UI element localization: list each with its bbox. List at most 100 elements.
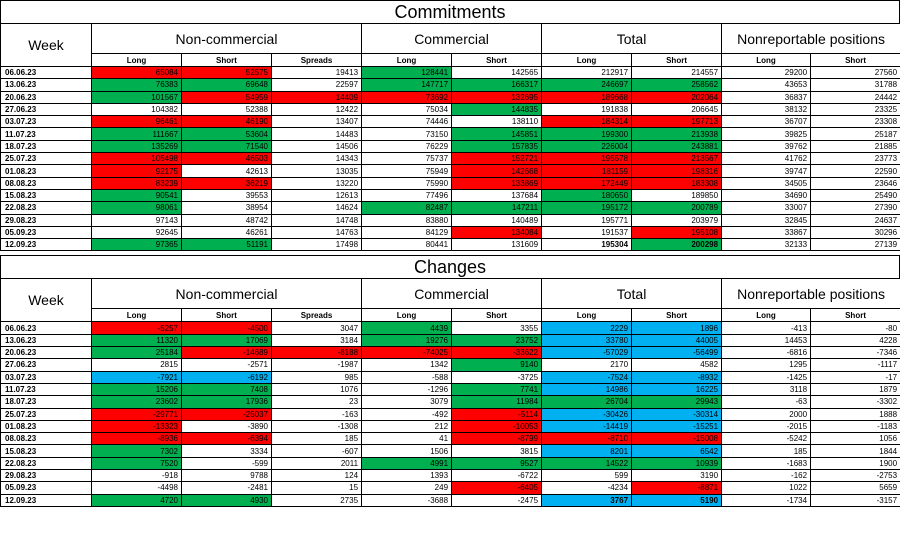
value-cell: 24442 <box>810 90 900 104</box>
week-cell: 13.06.23 <box>0 333 92 348</box>
table-row: 22.08.23 7520 -599 2011 4991 9527 14522 10939 -1… <box>0 456 900 471</box>
value-cell: 39762 <box>721 139 812 154</box>
value-cell: 75949 <box>361 164 453 178</box>
week-cell: 20.06.23 <box>0 346 92 360</box>
week-cell: 22.08.23 <box>0 456 92 471</box>
value-cell: 32133 <box>721 238 812 252</box>
week-cell: 12.09.23 <box>0 238 92 252</box>
value-cell: -7524 <box>541 370 633 384</box>
value-cell: -63 <box>721 395 812 409</box>
week-cell: 11.07.23 <box>0 127 92 141</box>
value-cell: 83239 <box>91 176 182 190</box>
commitments-title: Commitments <box>0 0 900 23</box>
value-cell: 1056 <box>810 432 900 446</box>
value-cell: 142668 <box>451 164 543 178</box>
value-cell: 80441 <box>361 238 453 252</box>
value-cell: 246697 <box>541 78 633 92</box>
table-row: 03.07.23 -7921 -6192 985 -588 -3725 -7524 -8932… <box>0 370 900 384</box>
value-cell: 36219 <box>181 176 272 190</box>
value-cell: 39747 <box>721 164 812 178</box>
value-cell: 1076 <box>270 382 363 397</box>
value-cell: 191838 <box>541 102 633 117</box>
value-cell: 31788 <box>810 78 900 92</box>
value-cell: 32845 <box>721 213 812 227</box>
value-cell: 34690 <box>721 188 812 203</box>
value-cell: -14419 <box>541 419 633 434</box>
subheader-long: Long <box>721 308 812 323</box>
value-cell: -57029 <box>541 346 633 360</box>
value-cell: 145851 <box>451 127 543 141</box>
week-cell: 08.08.23 <box>0 432 92 446</box>
value-cell: 142565 <box>451 65 543 80</box>
table-row: 29.08.23 -918 9788 124 1393 -6722 599 3190 -162-… <box>0 469 900 483</box>
value-cell: 183308 <box>631 176 723 190</box>
value-cell: 3767 <box>541 493 633 507</box>
table-row: 06.06.23 65084 52575 19413 128441 142565 21291… <box>0 65 900 80</box>
value-cell: -80 <box>810 321 900 335</box>
value-cell: 1879 <box>810 382 900 397</box>
value-cell: 9527 <box>451 456 543 471</box>
value-cell: -3725 <box>451 370 543 384</box>
value-cell: 1393 <box>361 469 453 483</box>
table-row: 05.09.23 -4498 -2481 15 249 -6405 -4234 -8871 10… <box>0 481 900 495</box>
value-cell: 15206 <box>91 382 182 397</box>
value-cell: 77496 <box>361 188 453 203</box>
value-cell: 25187 <box>810 127 900 141</box>
subheader-short: Short <box>181 53 272 67</box>
week-cell: 03.07.23 <box>0 370 92 384</box>
value-cell: 124 <box>270 469 363 483</box>
table-row: 20.06.23 25184 -14689 -8188 -74025 -33622 -570… <box>0 346 900 360</box>
table-row: 06.06.23 -5257 -4500 3047 4439 3355 2229 1896 -4… <box>0 321 900 335</box>
value-cell: -492 <box>361 407 453 421</box>
value-cell: 48742 <box>181 213 272 227</box>
value-cell: -599 <box>181 456 272 471</box>
value-cell: 19276 <box>361 333 453 348</box>
table-row: 12.09.23 97365 51191 17498 80441 131609 195304… <box>0 238 900 252</box>
value-cell: 199300 <box>541 127 633 141</box>
value-cell: 185 <box>270 432 363 446</box>
value-cell: 206645 <box>631 102 723 117</box>
table-row: 13.06.23 11320 17069 3184 19276 23752 33780 440… <box>0 333 900 348</box>
value-cell: 33780 <box>541 333 633 348</box>
value-cell: 53604 <box>181 127 272 141</box>
value-cell: 195578 <box>541 152 633 166</box>
value-cell: 27560 <box>810 65 900 80</box>
table-row: 27.06.23 2815 -2571 -1987 1342 9140 2170 4582 12… <box>0 358 900 372</box>
week-cell: 27.06.23 <box>0 358 92 372</box>
value-cell: 128441 <box>361 65 453 80</box>
value-cell: 14748 <box>270 213 363 227</box>
week-cell: 05.09.23 <box>0 225 92 240</box>
value-cell: 4582 <box>631 358 723 372</box>
group-header-nonreportable: Nonreportable positions <box>721 278 900 310</box>
value-cell: 13407 <box>270 115 363 129</box>
value-cell: 3079 <box>361 395 453 409</box>
value-cell: 84129 <box>361 225 453 240</box>
value-cell: 23 <box>270 395 363 409</box>
value-cell: 2815 <box>91 358 182 372</box>
changes-section: Changes Week Non-commercial Commercial T… <box>0 255 900 507</box>
value-cell: 71540 <box>181 139 272 154</box>
group-header-noncommercial: Non-commercial <box>90 23 363 54</box>
table-row: 20.06.23 101567 54959 14409 73692 132695 18966… <box>0 90 900 104</box>
week-cell: 29.08.23 <box>0 469 92 483</box>
week-cell: 08.08.23 <box>0 176 92 190</box>
value-cell: -3688 <box>361 493 453 507</box>
value-cell: 9140 <box>451 358 543 372</box>
subheader-long: Long <box>541 53 633 67</box>
value-cell: -13323 <box>91 419 182 434</box>
value-cell: -5242 <box>721 432 812 446</box>
table-row: 29.08.23 97143 48742 14748 83880 140489 195771… <box>0 213 900 227</box>
value-cell: 138110 <box>451 115 543 129</box>
value-cell: -17 <box>810 370 900 384</box>
value-cell: -6405 <box>451 481 543 495</box>
value-cell: 82487 <box>361 201 453 215</box>
value-cell: 144835 <box>451 102 543 117</box>
value-cell: 1342 <box>361 358 453 372</box>
value-cell: -3890 <box>181 419 272 434</box>
value-cell: 213938 <box>631 127 723 141</box>
value-cell: 184314 <box>541 115 633 129</box>
week-cell: 12.09.23 <box>0 493 92 507</box>
value-cell: -6394 <box>181 432 272 446</box>
value-cell: 96461 <box>91 115 182 129</box>
value-cell: 9788 <box>181 469 272 483</box>
